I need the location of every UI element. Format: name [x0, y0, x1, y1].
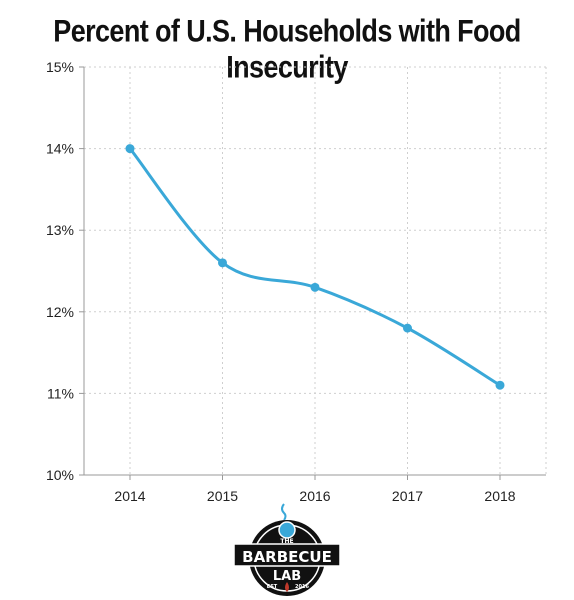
steam-icon — [281, 503, 287, 521]
x-tick-label: 2017 — [392, 488, 423, 504]
data-point — [403, 323, 412, 333]
y-tick-label: 14% — [46, 141, 74, 157]
y-tick-label: 11% — [47, 385, 74, 401]
y-tick-label: 12% — [46, 304, 74, 320]
flame-icon — [285, 582, 289, 592]
data-point — [495, 380, 505, 390]
x-tick-label: 2016 — [299, 488, 330, 504]
logo-text-the: THE — [280, 538, 293, 545]
data-point — [218, 258, 227, 268]
barbecue-lab-logo: THE BARBECUE LAB EST 2016 — [233, 503, 341, 596]
y-axis-ticks: 10% 11% 12% 13% 14% 15% — [46, 59, 84, 483]
y-tick-label: 10% — [46, 467, 74, 483]
y-tick-label: 15% — [46, 59, 74, 75]
y-tick-label: 13% — [46, 222, 74, 238]
data-point — [125, 144, 135, 154]
x-axis-ticks: 2014 2015 2016 2017 2018 — [114, 475, 516, 504]
chart-title: Percent of U.S. Households with Food Ins… — [53, 14, 521, 85]
x-tick-label: 2014 — [114, 488, 145, 504]
grid — [84, 66, 547, 475]
flask-icon — [278, 521, 296, 539]
logo-text-year: 2016 — [295, 584, 309, 590]
logo-text-lab: LAB — [273, 569, 301, 584]
series-line — [128, 147, 502, 387]
logo-text-barbecue: BARBECUE — [242, 548, 332, 566]
logo-text-est: EST — [267, 584, 278, 590]
x-tick-label: 2018 — [484, 488, 515, 504]
logo-banner — [233, 543, 341, 567]
series — [125, 144, 505, 390]
data-point — [310, 282, 320, 292]
x-tick-label: 2015 — [207, 488, 238, 504]
